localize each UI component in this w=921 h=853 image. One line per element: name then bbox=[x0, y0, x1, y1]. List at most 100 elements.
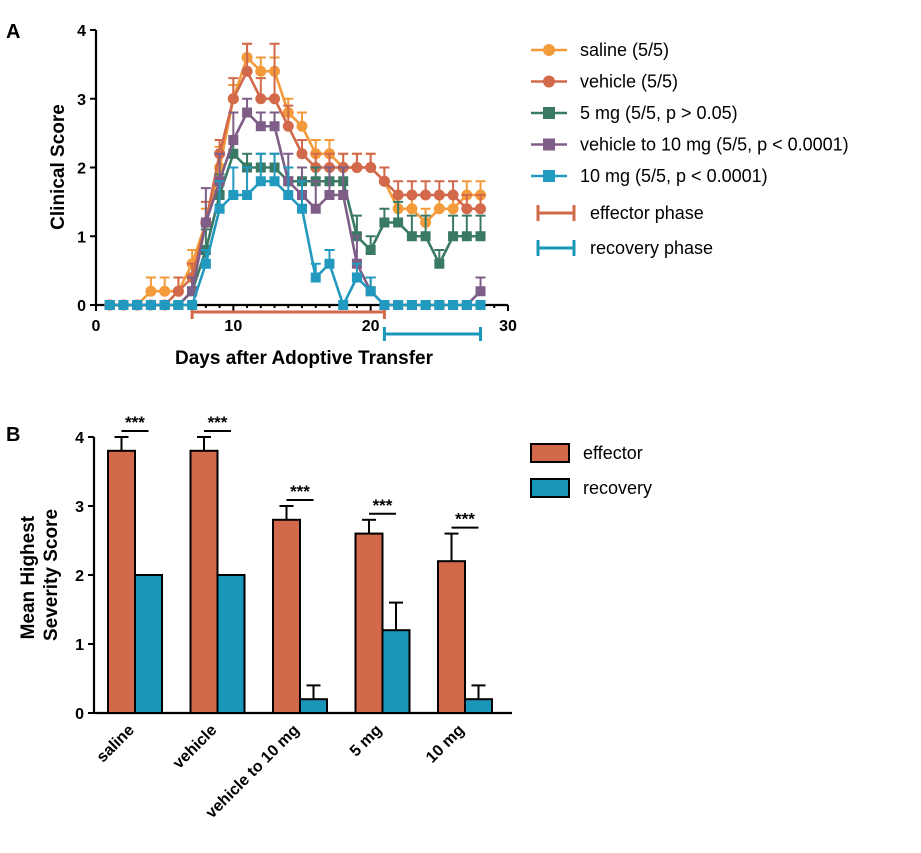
panel-a-y-tick-label: 3 bbox=[77, 92, 86, 109]
data-point bbox=[448, 300, 459, 310]
data-point bbox=[242, 190, 253, 200]
data-point bbox=[420, 189, 432, 201]
data-point bbox=[475, 286, 486, 297]
data-point bbox=[378, 175, 390, 187]
legend-label: vehicle to 10 mg (5/5, p < 0.0001) bbox=[580, 135, 849, 155]
legend-marker bbox=[543, 170, 555, 182]
bar-recovery bbox=[134, 574, 163, 714]
category-label: saline bbox=[94, 722, 138, 766]
panel-a-line-chart: Clinical Score Days after Adoptive Trans… bbox=[48, 23, 849, 369]
panel-b-letter: B bbox=[6, 424, 20, 446]
data-point bbox=[324, 258, 335, 269]
panel-a-y-tick-label: 0 bbox=[77, 298, 86, 315]
data-point bbox=[187, 286, 198, 297]
panel-a-y-axis-title: Clinical Score bbox=[48, 104, 69, 230]
category-label: vehicle to 10 mg bbox=[203, 722, 303, 822]
data-point bbox=[173, 300, 184, 310]
data-point bbox=[447, 203, 459, 215]
data-point bbox=[475, 231, 486, 242]
significance-label: *** bbox=[373, 496, 393, 515]
significance-label: *** bbox=[290, 482, 310, 501]
data-point bbox=[145, 300, 156, 310]
data-point bbox=[406, 231, 417, 242]
data-point bbox=[104, 300, 115, 310]
legend-marker bbox=[543, 44, 555, 56]
data-point bbox=[228, 148, 239, 159]
panel-b-bar-chart: Mean Highest Severity Score 0 1 2 3 4 *** sali… bbox=[18, 413, 652, 822]
data-point bbox=[132, 300, 143, 310]
panel-a-x-tick-label: 10 bbox=[224, 318, 242, 335]
data-point bbox=[283, 190, 294, 200]
data-point bbox=[420, 300, 431, 310]
data-point bbox=[406, 203, 418, 215]
data-point bbox=[324, 190, 335, 200]
data-point bbox=[296, 148, 308, 160]
panel-b-y-axis-title-line1: Mean Highest bbox=[18, 515, 39, 639]
legend-marker bbox=[543, 138, 555, 151]
panel-b-y-axis-title-line2: Severity Score bbox=[41, 509, 62, 641]
series-10mg bbox=[104, 152, 486, 310]
data-point bbox=[461, 231, 472, 242]
series-line bbox=[109, 68, 481, 307]
data-point bbox=[255, 121, 266, 132]
significance-label: *** bbox=[208, 413, 228, 432]
bar-effector bbox=[272, 518, 301, 714]
series-vehicle bbox=[104, 42, 487, 311]
data-point bbox=[159, 300, 170, 310]
panel-a-letter: A bbox=[6, 21, 20, 43]
data-point bbox=[379, 300, 390, 310]
panel-a-legend: saline (5/5) vehicle (5/5) 5 mg (5/5, p > … bbox=[531, 40, 849, 258]
series-line bbox=[109, 55, 481, 307]
category-label: 5 mg bbox=[347, 722, 385, 760]
data-point bbox=[296, 120, 308, 132]
data-point bbox=[461, 300, 472, 310]
panel-b-y-axis-title: Mean Highest Severity Score bbox=[18, 509, 62, 641]
data-point bbox=[406, 189, 418, 201]
data-point bbox=[379, 217, 390, 228]
data-point bbox=[392, 189, 404, 201]
panel-a-x-axis-title: Days after Adoptive Transfer bbox=[175, 348, 434, 369]
data-point bbox=[200, 217, 211, 228]
data-point bbox=[255, 65, 267, 77]
data-point bbox=[214, 203, 225, 214]
bar-recovery bbox=[381, 629, 411, 715]
data-point bbox=[255, 176, 266, 187]
legend-marker bbox=[543, 75, 555, 88]
data-point bbox=[310, 272, 321, 283]
data-point bbox=[393, 300, 404, 310]
data-point bbox=[118, 300, 129, 310]
data-point bbox=[145, 285, 157, 297]
data-point bbox=[475, 300, 486, 310]
data-point bbox=[433, 189, 445, 201]
data-point bbox=[297, 203, 307, 214]
data-point bbox=[434, 300, 445, 310]
panel-b-y-tick-label: 3 bbox=[75, 499, 84, 516]
data-point bbox=[433, 203, 445, 215]
legend-label: saline (5/5) bbox=[580, 40, 669, 60]
bar-effector bbox=[437, 560, 466, 715]
data-point bbox=[448, 231, 459, 242]
data-point bbox=[475, 203, 487, 215]
panel-a-y-tick-label: 4 bbox=[77, 23, 86, 40]
data-point bbox=[227, 93, 239, 105]
legend-marker bbox=[543, 107, 555, 119]
legend-label: recovery bbox=[583, 478, 652, 498]
data-point bbox=[393, 217, 404, 228]
data-point bbox=[159, 285, 171, 297]
panel-a-y-tick-label: 1 bbox=[77, 229, 86, 246]
legend-swatch bbox=[530, 443, 570, 463]
data-point bbox=[338, 300, 349, 310]
bar-effector bbox=[354, 532, 384, 714]
data-point bbox=[365, 245, 376, 255]
significance-label: *** bbox=[125, 413, 145, 432]
bar-recovery bbox=[299, 698, 328, 715]
data-point bbox=[172, 285, 184, 297]
data-point bbox=[242, 107, 253, 118]
panel-a-x-tick-label: 20 bbox=[362, 318, 380, 335]
panel-a-x-tick-label: 0 bbox=[92, 318, 101, 335]
data-point bbox=[269, 121, 280, 132]
data-point bbox=[269, 176, 280, 187]
panel-b-legend: effector recovery bbox=[530, 443, 652, 498]
bar-effector bbox=[107, 449, 136, 714]
